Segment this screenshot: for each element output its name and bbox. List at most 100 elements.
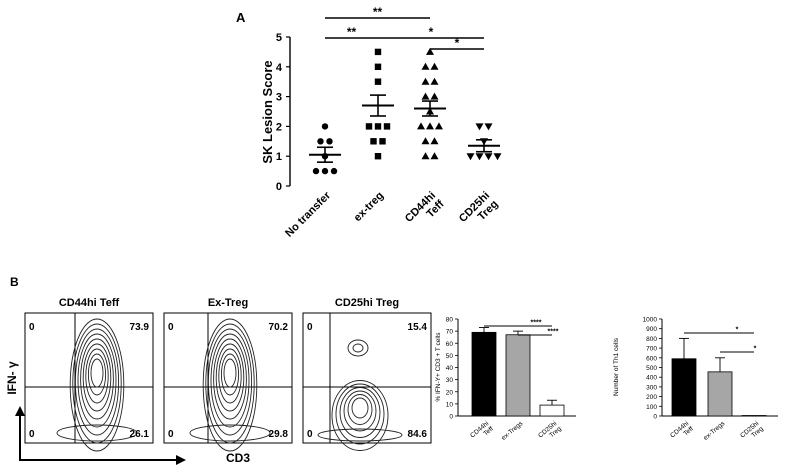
data-point: [475, 153, 484, 161]
significance-label: *: [429, 25, 434, 39]
y-tick-label: 50: [446, 353, 454, 360]
y-tick-label: 2: [276, 121, 282, 133]
x-category-label: CD44hiTeff: [403, 189, 447, 233]
data-point: [330, 167, 338, 175]
ifn-percent-bar-chart: % IFN-Y+ CD3 + T cells 0 10 20 30 40 50 60 70 80…: [435, 317, 576, 445]
data-point: [417, 122, 425, 130]
y-tick-label: 70: [446, 329, 454, 336]
data-point: [430, 92, 439, 100]
y-tick-label: 10: [446, 401, 454, 408]
y-tick-label: 400: [646, 375, 657, 382]
flow-plot-title: CD25hi Treg: [335, 297, 399, 309]
y-tick-label: 60: [446, 341, 454, 348]
quadrant-value: 0: [168, 322, 174, 333]
data-point: [475, 123, 484, 131]
bar: [707, 371, 733, 417]
quadrant-value: 73.9: [130, 322, 150, 333]
x-category-label: ex-Tregs: [702, 420, 727, 442]
y-tick-label: 5: [276, 32, 282, 44]
significance-label: ****: [548, 329, 559, 336]
quadrant-value: 0: [168, 429, 174, 440]
data-point: [374, 48, 382, 56]
data-point: [430, 77, 439, 85]
x-category-label: CD44hiTeff: [669, 420, 695, 445]
data-point: [430, 152, 439, 160]
data-point: [435, 122, 443, 130]
bar: [539, 404, 565, 417]
contour-cluster: [189, 318, 271, 452]
y-tick-label: 600: [646, 355, 657, 362]
panel-b-label: B: [10, 275, 19, 289]
quadrant-value: 0: [307, 429, 313, 440]
y-tick-label: 0: [653, 414, 657, 421]
bar: [671, 358, 697, 417]
data-point: [421, 92, 430, 100]
x-category-label: ex-Tregs: [500, 420, 525, 442]
panel-a-label: A: [236, 10, 246, 25]
th1-count-bar-chart: Number of Th1 cells 0 100 200 300 400 500 600 7…: [613, 317, 778, 445]
flow-axis-arrowhead-right: [176, 455, 186, 465]
data-point: [383, 123, 391, 130]
flow-axis-arrow: [19, 412, 180, 461]
lesion-score-chart: SK Lesion Score 0 1 2 3 4 5 No transfer ex-treg…: [260, 5, 502, 240]
x-category-label: No transfer: [283, 189, 333, 239]
significance-label: **: [347, 25, 357, 39]
data-point: [374, 123, 382, 130]
flow-plot-frame: [24, 312, 154, 444]
flow-contour-plots: IFN- γ CD3 CD44hi Teff 0 73.9 0 26.1 Ex-Treg 0…: [5, 297, 432, 465]
data-point: [430, 137, 439, 145]
data-point: [326, 138, 333, 145]
y-tick-label: 200: [646, 394, 657, 401]
data-point: [421, 137, 430, 145]
data-point: [312, 167, 320, 175]
data-point: [317, 138, 324, 145]
data-point: [430, 62, 439, 70]
flow-x-axis-label: CD3: [226, 451, 250, 465]
y-tick-label: 0: [276, 181, 282, 193]
data-point: [493, 153, 502, 161]
data-point: [374, 78, 382, 85]
y-tick-label: 30: [446, 377, 454, 384]
y-tick-label: 100: [646, 404, 657, 411]
data-point: [421, 62, 430, 70]
x-category-label: CD25hiTreg: [537, 420, 563, 445]
bar: [741, 415, 767, 417]
quadrant-value: 15.4: [408, 322, 428, 333]
y-tick-label: 700: [646, 346, 657, 353]
y-tick-label: 900: [646, 326, 657, 333]
data-point: [374, 63, 382, 70]
contour-cluster: [317, 339, 403, 451]
y-tick-label: 40: [446, 365, 454, 372]
data-point: [421, 77, 430, 85]
y-tick-label: 300: [646, 384, 657, 391]
flow-y-axis-label: IFN- γ: [5, 361, 19, 395]
quadrant-value: 29.8: [269, 429, 289, 440]
data-point: [370, 138, 377, 145]
flow-axis-arrowhead-up: [15, 406, 25, 416]
quadrant-value: 26.1: [130, 429, 150, 440]
bar2-y-axis-label: Number of Th1 cells: [613, 337, 620, 396]
y-tick-label: 0: [449, 414, 453, 421]
data-point: [379, 138, 386, 145]
y-tick-label: 4: [276, 62, 283, 74]
data-point: [321, 167, 329, 175]
data-point: [421, 152, 430, 160]
bar1-y-axis-label: % IFN-Y+ CD3 + T cells: [435, 332, 442, 402]
significance-label: *: [455, 36, 460, 50]
x-category-label: CD25hiTreg: [739, 420, 765, 445]
x-category-label: CD25hiTreg: [457, 190, 501, 234]
data-point: [426, 122, 434, 130]
quadrant-value: 70.2: [269, 322, 289, 333]
y-tick-label: 20: [446, 389, 454, 396]
data-point: [374, 153, 382, 160]
significance-label: ****: [531, 320, 542, 327]
significance-label: *: [736, 327, 739, 334]
x-category-label: CD44hiTeff: [469, 420, 495, 445]
quadrant-value: 84.6: [408, 429, 428, 440]
flow-plot-title: CD44hi Teff: [59, 297, 120, 309]
data-point: [365, 123, 373, 130]
x-category-label: ex-treg: [352, 190, 386, 224]
data-point: [484, 123, 493, 131]
significance-label: **: [373, 5, 383, 19]
data-point: [321, 123, 329, 130]
